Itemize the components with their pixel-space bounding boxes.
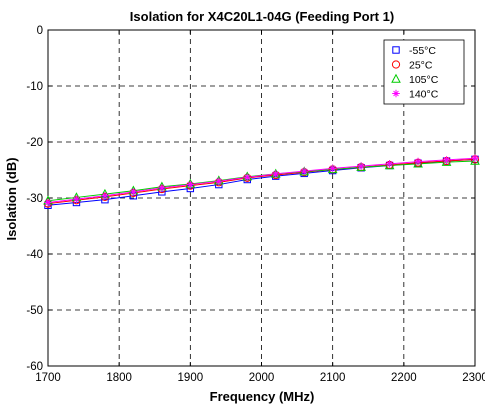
data-point: [215, 177, 223, 185]
data-point: [129, 188, 138, 196]
asterisk-marker: [442, 156, 451, 164]
asterisk-marker: [72, 195, 81, 203]
x-tick-label: 1700: [35, 372, 61, 384]
legend-label: -55°C: [409, 45, 436, 57]
y-tick-label: -50: [26, 305, 43, 317]
data-point: [414, 157, 422, 166]
data-point: [391, 60, 401, 69]
x-tick-label: 1900: [178, 372, 204, 384]
triangle-marker: [356, 161, 366, 171]
asterisk-marker: [243, 173, 252, 182]
x-tick-label: 2000: [249, 372, 275, 384]
square-marker: [392, 46, 400, 54]
legend-item: 25°C: [391, 60, 433, 72]
triangle-marker: [327, 164, 338, 174]
asterisk-marker: [357, 162, 365, 170]
asterisk-marker: [44, 198, 52, 207]
asterisk-marker: [271, 170, 280, 178]
legend-label: 105°C: [409, 74, 439, 86]
asterisk-marker: [101, 191, 109, 200]
series-line: [47, 158, 476, 205]
y-tick-label: -10: [26, 81, 43, 93]
data-point: [391, 73, 401, 83]
data-point: [158, 184, 166, 192]
y-tick-label: -40: [26, 249, 43, 261]
y-tick-label: 0: [37, 25, 43, 37]
asterisk-marker: [414, 157, 422, 166]
legend-item: -55°C: [392, 45, 436, 57]
data-point: [442, 156, 451, 164]
x-tick-label: 2300: [462, 372, 485, 384]
data-point: [384, 160, 395, 170]
y-tick-label: -60: [26, 361, 43, 373]
legend-label: 140°C: [409, 89, 439, 101]
x-tick-label: 2100: [320, 372, 346, 384]
data-point: [392, 46, 400, 54]
asterisk-marker: [129, 188, 138, 196]
triangle-marker: [384, 160, 395, 170]
data-point: [327, 164, 338, 174]
legend-item: 105°C: [391, 73, 439, 86]
y-tick-label: -30: [26, 193, 43, 205]
x-tick-label: 1800: [106, 372, 132, 384]
asterisk-marker: [186, 180, 195, 189]
asterisk-marker: [392, 89, 400, 98]
data-point: [44, 198, 52, 207]
y-axis-label: Isolation (dB): [4, 157, 19, 240]
data-point: [471, 154, 479, 163]
data-point: [243, 173, 252, 182]
data-point: [328, 164, 337, 173]
x-axis-label: Frequency (MHz): [210, 389, 315, 404]
data-point: [357, 162, 365, 170]
data-point: [186, 180, 195, 189]
legend-item: 140°C: [392, 89, 439, 101]
data-point: [300, 167, 308, 175]
x-tick-label: 2200: [391, 372, 417, 384]
asterisk-marker: [215, 177, 223, 185]
data-point: [392, 89, 400, 98]
data-point: [271, 170, 280, 178]
asterisk-marker: [328, 164, 337, 173]
data-point: [385, 160, 394, 168]
data-point: [356, 161, 366, 171]
asterisk-marker: [385, 160, 394, 168]
asterisk-marker: [471, 154, 479, 163]
legend-label: 25°C: [409, 60, 433, 72]
y-tick-label: -20: [26, 137, 43, 149]
asterisk-marker: [300, 167, 308, 175]
chart-title: Isolation for X4C20L1-04G (Feeding Port …: [130, 9, 394, 24]
triangle-marker: [391, 73, 401, 83]
circle-marker: [391, 60, 401, 69]
legend: -55°C 25°C 105°C 140°C: [383, 39, 465, 105]
data-point: [72, 195, 81, 203]
data-point: [101, 191, 109, 200]
asterisk-marker: [158, 184, 166, 192]
series-line: [47, 157, 476, 203]
